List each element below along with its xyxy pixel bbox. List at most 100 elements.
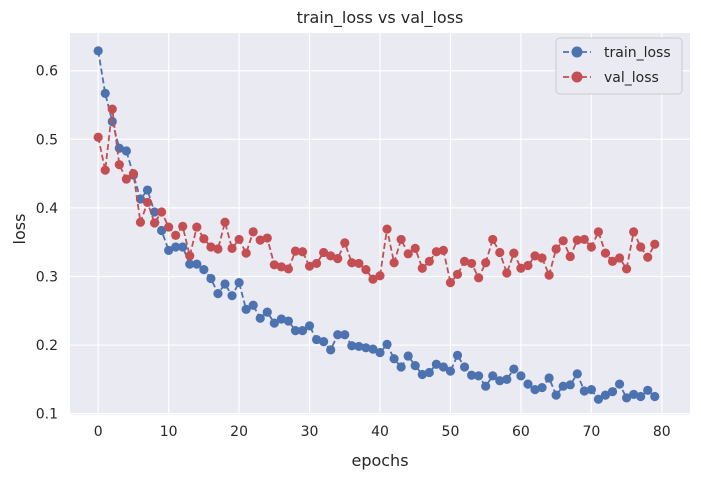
data-point — [558, 381, 568, 391]
data-point — [227, 291, 237, 301]
x-tick-label: 70 — [582, 424, 600, 440]
data-point — [199, 234, 209, 244]
data-point — [396, 362, 406, 372]
data-point — [368, 344, 378, 354]
x-tick-label: 20 — [230, 424, 248, 440]
data-point — [149, 207, 160, 217]
data-point — [361, 265, 371, 275]
data-point — [333, 330, 343, 340]
data-point — [199, 265, 209, 275]
data-point — [276, 314, 286, 324]
data-point — [227, 243, 237, 253]
data-point — [474, 371, 484, 381]
data-point — [502, 374, 512, 384]
data-point — [206, 273, 216, 284]
data-point — [220, 279, 230, 289]
data-point — [347, 341, 357, 351]
data-point — [410, 361, 420, 371]
data-point — [579, 234, 589, 245]
data-point — [171, 230, 181, 240]
data-point — [128, 168, 139, 179]
y-tick-label: 0.5 — [36, 132, 58, 148]
x-tick-label: 40 — [371, 424, 389, 440]
data-point — [114, 160, 124, 170]
data-point — [262, 233, 272, 243]
data-point — [220, 217, 230, 227]
data-point — [396, 234, 406, 245]
chart-title: train_loss vs val_loss — [297, 8, 464, 28]
y-tick-label: 0.2 — [36, 338, 58, 354]
data-point — [93, 132, 103, 142]
data-point — [354, 341, 364, 352]
data-point — [438, 245, 449, 256]
data-point — [431, 247, 441, 257]
data-point — [255, 235, 265, 245]
data-point — [389, 258, 399, 268]
data-point — [530, 385, 540, 395]
data-point — [192, 259, 202, 269]
data-point — [164, 245, 174, 256]
data-point — [107, 116, 117, 127]
data-point — [593, 394, 604, 404]
data-point — [326, 345, 336, 355]
data-point — [403, 249, 413, 259]
series-val-loss — [93, 104, 660, 288]
data-point — [248, 300, 258, 310]
data-point — [135, 217, 146, 227]
data-point — [629, 227, 639, 237]
data-point — [650, 239, 660, 249]
data-point — [234, 234, 244, 245]
data-point — [389, 354, 399, 364]
data-point — [185, 259, 195, 269]
data-point — [579, 386, 589, 396]
data-point — [269, 318, 279, 328]
data-point — [614, 379, 625, 389]
data-point — [100, 165, 110, 175]
x-tick-label: 50 — [442, 424, 460, 440]
data-point — [459, 256, 470, 266]
data-point — [283, 316, 294, 326]
data-point — [466, 370, 477, 380]
data-point — [445, 366, 456, 376]
data-point — [523, 379, 533, 389]
data-point — [297, 247, 308, 257]
data-point — [149, 218, 160, 228]
data-point — [333, 254, 343, 264]
data-point — [417, 369, 427, 380]
data-point — [537, 382, 547, 393]
data-point — [248, 227, 258, 237]
data-point — [361, 343, 371, 353]
data-point — [523, 260, 533, 271]
data-point — [495, 247, 505, 258]
data-point — [445, 278, 456, 288]
data-point — [234, 278, 244, 288]
data-point — [192, 222, 202, 232]
data-point — [636, 242, 646, 252]
data-point — [107, 104, 117, 114]
data-point — [354, 258, 364, 269]
data-point — [262, 307, 272, 317]
data-point — [424, 367, 434, 378]
data-point — [241, 248, 251, 258]
data-point — [410, 243, 420, 253]
data-point — [417, 263, 427, 273]
tick-labels: 0 10 20 30 40 50 60 70 80 0.1 0.2 0.3 0.4 0.5 0.6 — [36, 64, 671, 440]
data-point — [621, 393, 632, 403]
data-point — [311, 258, 322, 269]
data-point — [185, 251, 195, 261]
legend: train_loss val_loss — [555, 37, 683, 95]
data-point — [572, 369, 582, 379]
y-tick-label: 0.4 — [36, 201, 58, 217]
data-point — [629, 389, 639, 400]
data-point — [607, 387, 618, 397]
data-point — [283, 264, 294, 274]
data-point — [340, 238, 350, 248]
data-point — [368, 274, 378, 284]
data-point — [593, 227, 604, 237]
data-point — [269, 260, 279, 270]
data-point — [565, 380, 575, 390]
data-point — [565, 251, 575, 262]
data-point — [424, 256, 434, 266]
data-point — [495, 376, 505, 386]
data-point — [121, 174, 131, 184]
